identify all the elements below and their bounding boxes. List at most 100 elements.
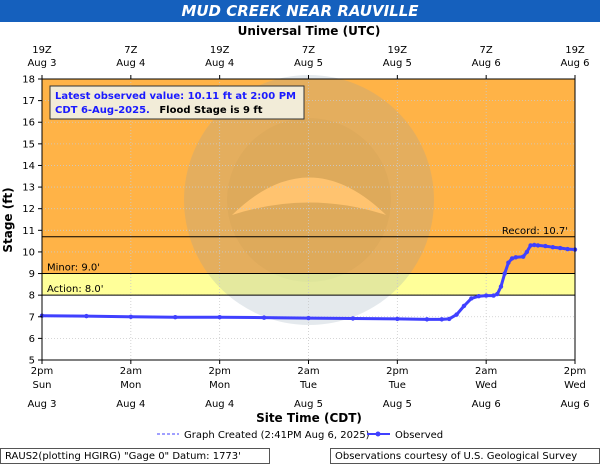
- x-tick-label-date: Aug 4: [116, 399, 145, 410]
- noaa-logo-outer-ring: [184, 75, 434, 325]
- y-axis: 5 6 7 8 9 10 11 12 13 14 15 16 17 18: [22, 75, 42, 367]
- y-tick-label: 12: [22, 204, 35, 215]
- series-point-observed: [217, 315, 222, 320]
- series-point-observed: [513, 255, 518, 260]
- x-tick-label-day: Wed: [564, 380, 586, 391]
- info-box-line2: CDT 6-Aug-2025. Flood Stage is 9 ft: [55, 105, 263, 116]
- noaa-logo-inner-circle: [227, 118, 391, 282]
- x-top-tick-label-time: 19Z: [565, 45, 585, 56]
- series-point-observed: [173, 315, 178, 320]
- y-tick-label: 17: [22, 96, 35, 107]
- series-point-observed: [84, 313, 89, 319]
- x-tick-label-time: 2pm: [386, 366, 408, 377]
- y-tick-label: 10: [22, 247, 35, 258]
- x-top-tick-label-date: Aug 3: [27, 58, 56, 69]
- series-point-observed: [461, 303, 467, 309]
- info-box-date: CDT 6-Aug-2025.: [55, 105, 150, 116]
- x-tick-label-day: Wed: [475, 380, 497, 391]
- action-band: [42, 273, 575, 296]
- threshold-label-minor: Minor: 9.0': [47, 263, 100, 274]
- series-point-observed: [532, 242, 537, 248]
- x-tick-label-day: Tue: [299, 380, 317, 391]
- y-axis-title: Stage (ft): [1, 187, 15, 252]
- x-tick-label-date: Aug 4: [205, 399, 234, 410]
- info-box-line1: Latest observed value: 10.11 ft at 2:00 …: [55, 91, 296, 102]
- series-point-observed: [483, 293, 489, 298]
- y-tick-label: 5: [29, 356, 35, 367]
- x-tick-label-day: Sun: [32, 380, 51, 391]
- x-tick-label-time: 2pm: [564, 366, 586, 377]
- series-point-observed: [506, 260, 511, 265]
- x-tick-label-time: 2pm: [208, 366, 230, 377]
- series-point-observed: [261, 315, 267, 320]
- x-axis-bottom: 2pm Sun Aug 3 2am Mon Aug 4 2pm Mon Aug 4 2am Tue A…: [27, 360, 590, 410]
- series-point-observed: [498, 284, 504, 289]
- x-top-tick-label-date: Aug 4: [116, 58, 145, 69]
- legend-observed-marker: [375, 431, 381, 437]
- series-point-observed: [128, 314, 134, 319]
- series-point-observed: [350, 316, 356, 321]
- series-point-observed: [306, 315, 311, 321]
- series-point-observed: [469, 296, 474, 301]
- bottom-axis-title: Site Time (CDT): [256, 411, 362, 425]
- x-top-tick-label-date: Aug 5: [294, 58, 323, 69]
- x-tick-label-date: Aug 3: [27, 399, 56, 410]
- x-top-tick-label-date: Aug 6: [472, 58, 501, 69]
- y-tick-label: 15: [22, 139, 35, 150]
- series-point-observed: [550, 244, 555, 250]
- x-top-tick-label-time: 19Z: [388, 45, 408, 56]
- x-top-tick-label-date: Aug 5: [383, 58, 412, 69]
- series-point-observed: [557, 245, 563, 251]
- x-top-tick-label-date: Aug 4: [205, 58, 234, 69]
- y-tick-label: 11: [22, 226, 35, 237]
- x-tick-label-day: Mon: [209, 380, 230, 391]
- y-tick-label: 6: [29, 334, 35, 345]
- series-point-observed: [509, 256, 515, 261]
- series-point-observed: [446, 316, 452, 322]
- x-tick-label-date: Aug 6: [560, 399, 589, 410]
- series-point-observed: [476, 294, 481, 299]
- series-point-observed: [395, 316, 400, 322]
- series-point-observed: [424, 317, 430, 322]
- chart-title: MUD CREEK NEAR RAUVILLE: [0, 0, 600, 22]
- x-tick-label-day: Tue: [388, 380, 406, 391]
- x-top-tick-label-time: 7Z: [480, 45, 493, 56]
- x-axis-top: 19Z Aug 3 7Z Aug 4 19Z Aug 4 7Z Aug 5 19Z Aug 5 7Z…: [27, 45, 590, 79]
- series-point-observed: [495, 291, 500, 297]
- x-tick-label-time: 2am: [120, 366, 142, 377]
- series-point-observed: [535, 243, 541, 248]
- x-tick-label-time: 2am: [297, 366, 319, 377]
- x-top-tick-label-date: Aug 6: [560, 58, 589, 69]
- hydrograph-chart: Universal Time (UTC) Record: 10.7' Minor:…: [1, 24, 590, 441]
- x-tick-label-date: Aug 5: [294, 399, 323, 410]
- series-point-observed: [491, 293, 496, 298]
- series-point-observed: [565, 246, 570, 252]
- footer-datum-info: RAUS2(plotting HGIRG) "Gage 0" Datum: 17…: [0, 448, 270, 464]
- x-top-tick-label-time: 7Z: [124, 45, 137, 56]
- info-box-flood-stage: Flood Stage is 9 ft: [159, 105, 262, 116]
- x-top-tick-label-time: 19Z: [210, 45, 230, 56]
- series-point-observed: [502, 271, 507, 276]
- y-tick-label: 16: [22, 118, 35, 129]
- x-tick-label-date: Aug 5: [383, 399, 412, 410]
- legend: Graph Created (2:41PM Aug 6, 2025) Obser…: [157, 430, 443, 441]
- x-tick-label-date: Aug 6: [472, 399, 501, 410]
- info-box-frame: [49, 85, 305, 120]
- footer-credit: Observations courtesy of U.S. Geological…: [330, 448, 600, 464]
- series-point-observed: [520, 254, 526, 259]
- series-point-observed: [528, 243, 533, 248]
- x-tick-label-day: Mon: [120, 380, 141, 391]
- x-top-tick-label-time: 7Z: [302, 45, 315, 56]
- y-tick-label: 8: [29, 291, 35, 302]
- x-top-tick-label-time: 19Z: [32, 45, 52, 56]
- y-tick-label: 9: [29, 269, 35, 280]
- top-axis-title: Universal Time (UTC): [238, 24, 381, 38]
- y-tick-label: 13: [22, 183, 35, 194]
- threshold-label-record: Record: 10.7': [502, 226, 568, 237]
- series-point-observed: [439, 317, 444, 322]
- x-tick-label-time: 2pm: [31, 366, 53, 377]
- info-box: Latest observed value: 10.11 ft at 2:00 …: [49, 85, 305, 120]
- threshold-label-action: Action: 8.0': [47, 284, 104, 295]
- series-point-observed: [454, 312, 459, 317]
- legend-observed-label: Observed: [395, 430, 443, 441]
